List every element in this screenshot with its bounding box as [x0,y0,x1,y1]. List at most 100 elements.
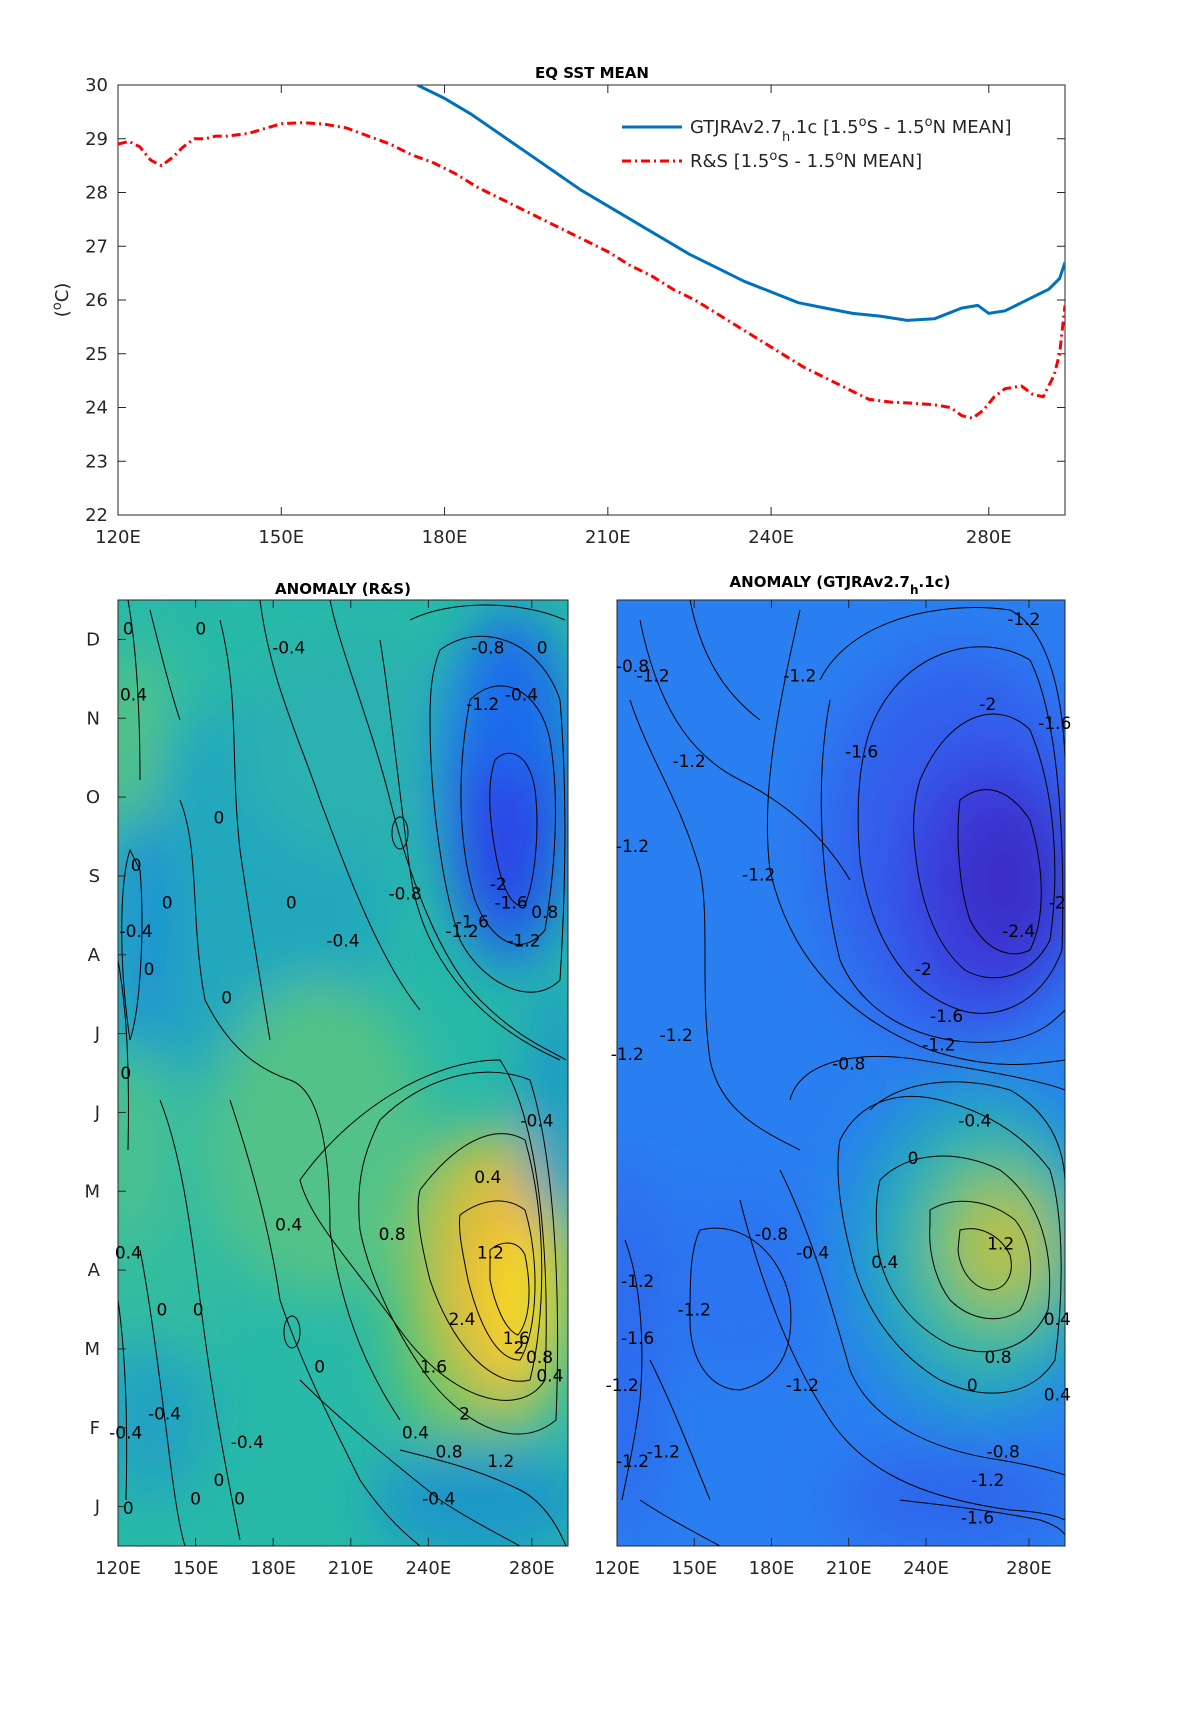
y-tick-label: 26 [85,290,108,311]
contour-label: 1.6 [420,1357,447,1377]
contour-label: 2 [513,1338,524,1358]
x-ticks: 120E 150E 180E 210E 240E 280E [95,600,555,1579]
contour-label: -0.8 [616,657,649,677]
contour-label: -0.4 [505,686,538,706]
y-tick-label: O [86,787,100,808]
contour-label: -0.4 [520,1111,553,1131]
x-tick-label: 150E [258,527,304,548]
contour-label: 0 [234,1490,245,1510]
x-tick-label: 180E [749,1558,795,1579]
contour-label: 0.4 [275,1215,302,1235]
sst-mean-chart: EQ SST MEAN 120E 150E 180E 210E 240E 280E 222… [50,64,1066,548]
contour-lines [118,600,567,1546]
heatmap-field [617,600,1065,1546]
contour-label: 0 [314,1357,325,1377]
contour-label: 0 [908,1149,919,1169]
contour-label: -1.6 [495,894,528,914]
y-tick-label: M [84,1339,100,1360]
y-tick-label: D [86,629,100,650]
contour-label: -2 [915,960,932,980]
y-tick-label: 24 [85,398,108,419]
contour-label: -1.2 [678,1301,711,1321]
contour-label: -1.2 [606,1376,639,1396]
chart-title: ANOMALY (R&S) [275,580,411,598]
x-tick-label: 240E [903,1558,949,1579]
x-tick-label: 120E [95,1558,141,1579]
contour-label: 0 [120,1064,131,1084]
series-line-gtjra [416,85,1065,322]
contour-label: 0 [162,894,173,914]
contour-label: -1.2 [742,865,775,885]
contour-label: 0.4 [871,1253,898,1273]
contour-label: -0.8 [388,884,421,904]
contour-label: -0.8 [832,1055,865,1075]
y-tick-label: S [89,866,100,887]
x-ticks: 120E 150E 180E 210E 240E 280E [95,85,1012,548]
contour-label: 0.4 [536,1367,563,1387]
y-axis-label: (oC) [50,283,74,318]
contour-label: -0.4 [958,1111,991,1131]
y-tick-label: 28 [85,183,108,204]
contour-label: 0.4 [1044,1310,1071,1330]
legend-entry-rs: R&S [1.5oS - 1.5oN MEAN] [690,149,922,173]
y-tick-label: 25 [85,344,108,365]
y-tick-label: 23 [85,451,108,472]
contour-label: -0.4 [326,932,359,952]
x-tick-label: 210E [328,1558,374,1579]
contour-label: -0.8 [987,1442,1020,1462]
contour-label: 1.2 [987,1234,1014,1254]
x-tick-label: 240E [748,527,794,548]
contour-label: -1.6 [930,1007,963,1027]
contour-label: -1.6 [456,913,489,933]
contour-labels: -1.2-0.8-1.2 -1.2-2-1.6-1.6-1.2-1.2-1.2-2… [606,610,1072,1529]
contour-label: 0 [193,1301,204,1321]
y-tick-label: F [90,1418,100,1439]
anomaly-gtjra-chart: ANOMALY (GTJRAv2.7h.1c) [594,573,1072,1579]
chart-title: EQ SST MEAN [535,64,649,82]
y-tick-label: 30 [85,75,108,96]
y-tick-label: 29 [85,129,108,150]
contour-label: -1.2 [466,695,499,715]
contour-label: -1.2 [507,932,540,952]
y-tick-label: J [94,1102,100,1123]
contour-label: -1.2 [636,667,669,687]
contour-label: -1.2 [616,1452,649,1472]
contour-label: 0 [190,1490,201,1510]
y-ticks: 22 23 24 25 26 27 28 29 30 [85,75,1065,526]
contour-label: 0.4 [1044,1386,1071,1406]
contour-label: 0.8 [379,1225,406,1245]
contour-label: -1.2 [673,752,706,772]
legend-entry-gtjra: GTJRAv2.7h.1c [1.5oS - 1.5oN MEAN] [690,115,1011,145]
contour-label: -1.2 [783,667,816,687]
contour-label: -2 [1049,894,1066,914]
contour-label: -1.2 [445,922,478,942]
x-tick-label: 180E [250,1558,296,1579]
contour-label: 0 [221,988,232,1008]
y-tick-label: J [94,1024,100,1045]
anomaly-rs-chart: ANOMALY (R&S) [84,580,569,1579]
y-tick-label: 27 [85,236,108,257]
contour-label: 1.2 [487,1452,514,1472]
contour-label: -1.2 [660,1026,693,1046]
contour-label: -0.4 [796,1244,829,1264]
contour-label: 0.8 [531,903,558,923]
x-tick-label: 120E [95,527,141,548]
x-tick-label: 120E [594,1558,640,1579]
contour-label: 1.6 [503,1329,530,1349]
x-tick-label: 210E [585,527,631,548]
y-tick-label: M [84,1181,100,1202]
contour-label: 2 [459,1405,470,1425]
y-tick-label: J [94,1497,100,1518]
contour-label: -2.4 [1002,922,1035,942]
contour-label: 0 [213,1471,224,1491]
plot-area [616,599,1066,1547]
contour-label: -1.2 [1007,610,1040,630]
contour-label: -1.2 [647,1442,680,1462]
contour-label: -1.6 [1038,714,1071,734]
contour-label: 0 [967,1376,978,1396]
contour-label: -1.6 [845,742,878,762]
x-tick-label: 280E [966,527,1012,548]
contour-label: 0 [123,1499,134,1519]
